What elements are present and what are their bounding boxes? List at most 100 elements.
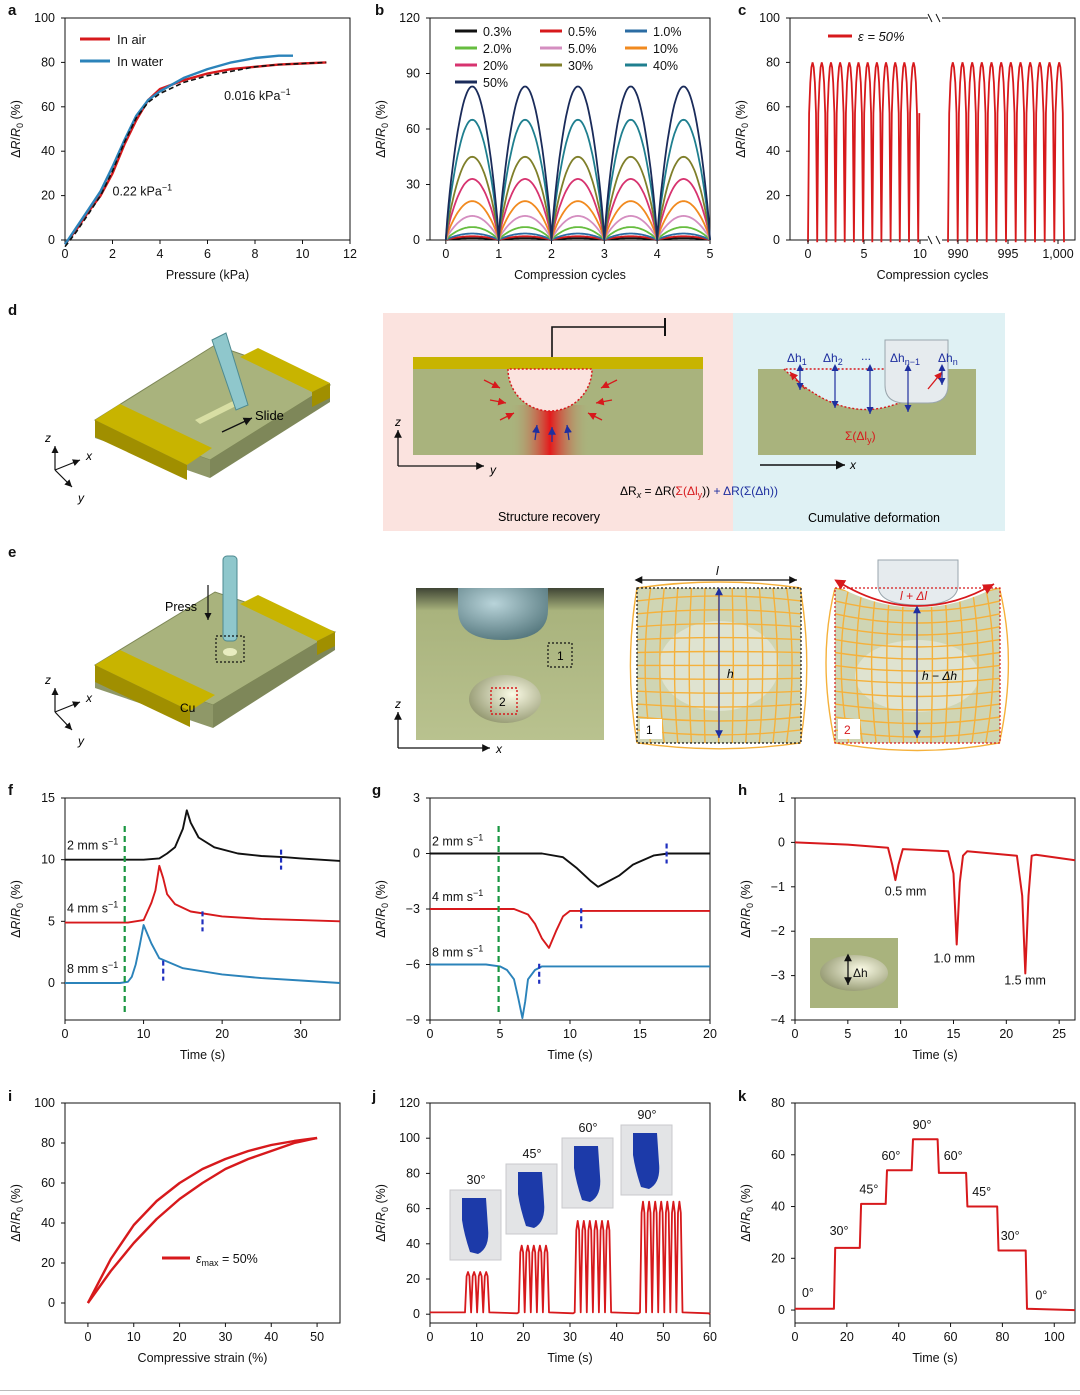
y-tick-label-f: 5 — [48, 914, 55, 928]
axis-break-mark — [927, 13, 933, 23]
x-tick-label-h: 5 — [844, 1027, 851, 1041]
y-tick-label-c: 20 — [766, 189, 780, 203]
grid1-vline — [799, 587, 808, 744]
plot-frame-h — [794, 797, 1076, 1021]
series-label-g: 8 mm s−1 — [432, 944, 483, 960]
grid2-tag — [838, 719, 860, 739]
y-tick-label-j: 0 — [413, 1307, 420, 1321]
axis-y2: y — [489, 463, 497, 477]
y-axis-title-i-part: / — [9, 1221, 23, 1225]
panel-letter-i: i — [8, 1088, 13, 1105]
y-axis-title-h-part: R — [739, 908, 753, 917]
axes-triad-d — [51, 446, 81, 488]
press-label: Press — [165, 600, 197, 614]
legend-label-b: 5.0% — [568, 42, 597, 56]
schematic-d: Slide z x y — [44, 313, 1005, 531]
axis-x-e2: x — [495, 742, 503, 756]
annotation-k: 0° — [1035, 1289, 1047, 1303]
grid1-vline — [785, 587, 793, 744]
up-arrows — [532, 424, 572, 442]
grid1-vline — [731, 587, 734, 744]
y-axis-title-k-part: Δ — [739, 1234, 753, 1242]
grid2-hdh-label: h − Δh — [922, 669, 957, 683]
x-tick-label-a: 4 — [157, 247, 164, 261]
electrode-left-front — [95, 420, 187, 480]
recovery-arrows — [483, 379, 618, 421]
y-axis-title-j-part: R — [374, 1212, 388, 1221]
x-tick-label-k: 20 — [840, 1330, 854, 1344]
dh-arrows — [796, 364, 946, 414]
electrode-left-front-e — [95, 665, 190, 727]
y-tick-label-f: 0 — [48, 976, 55, 990]
legend-label-i: εmax = 50% — [196, 1252, 258, 1268]
glove-j — [574, 1146, 601, 1202]
x-tick-label-i: 0 — [84, 1330, 91, 1344]
y-tick-label-i: 80 — [41, 1136, 55, 1150]
y-axis-label-f: ΔR/R0 (%) — [9, 880, 25, 938]
axis-z-e: z — [44, 673, 51, 687]
y-axis-title-g: ΔR/R0 (%) — [374, 880, 390, 938]
y-tick-label-h: −4 — [771, 1013, 785, 1027]
y-tick-label-b: 90 — [406, 67, 420, 81]
circuit-wire — [551, 326, 665, 357]
y-tick-label-k: 80 — [771, 1096, 785, 1110]
y-axis-title-a-part: (%) — [9, 100, 23, 123]
y-tick-label-g: 3 — [413, 791, 420, 805]
series-line-a-2 — [64, 61, 327, 248]
x-axis-label-f: Time (s) — [180, 1048, 225, 1062]
x-tick-label-c: 1,000 — [1042, 247, 1073, 261]
grid2-vline — [870, 587, 877, 744]
y-axis-title-c-part: R — [734, 141, 748, 150]
series-label-g-part: −1 — [473, 833, 483, 843]
panel-letter-d: d — [8, 302, 18, 319]
axis-break-mark — [935, 13, 941, 23]
series-line-g-1 — [430, 908, 710, 949]
electrode-right-front — [312, 383, 330, 407]
render-dent — [469, 675, 541, 723]
y-axis-title-j-part: Δ — [374, 1234, 388, 1242]
grid1-l-label: l — [716, 564, 719, 578]
y-axis-title-b-part: / — [374, 137, 388, 141]
y-tick-label-c: 100 — [759, 11, 780, 25]
grid2-vline — [971, 587, 979, 744]
y-tick-label-c: 80 — [766, 55, 780, 69]
annotation-h: 1.0 mm — [933, 951, 975, 965]
y-tick-label-j: 20 — [406, 1272, 420, 1286]
grid1-vline — [758, 587, 764, 744]
y-tick-label-a: 20 — [41, 189, 55, 203]
y-tick-label-k: 60 — [771, 1148, 785, 1162]
electrode-right — [240, 348, 330, 392]
electrode-right-front-e — [317, 632, 335, 655]
y-tick-label-a: 60 — [41, 100, 55, 114]
y-tick-label-i: 0 — [48, 1296, 55, 1310]
x-tick-label-h: 10 — [894, 1027, 908, 1041]
y-tick-label-i: 60 — [41, 1176, 55, 1190]
x-tick-label-j: 20 — [516, 1330, 530, 1344]
series-label-f-part: −1 — [108, 900, 118, 910]
series-line-c-left — [807, 62, 921, 243]
series-line-g-2 — [430, 963, 710, 1020]
grid2-vline — [985, 587, 994, 744]
series-line-b-8 — [444, 118, 711, 241]
series-label-g-part: 4 mm s — [432, 890, 473, 904]
dhn1-label: Δhn−1 — [890, 351, 920, 367]
annotation-h: 1.5 mm — [1004, 973, 1046, 987]
x-tick-label-b: 2 — [548, 247, 555, 261]
x-tick-label-b: 4 — [654, 247, 661, 261]
annotation-a: 0.22 kPa−1 — [113, 183, 173, 199]
electrode-left-e — [95, 650, 215, 711]
panel-letter-a: a — [8, 2, 17, 19]
x-axis-label-g: Time (s) — [547, 1048, 592, 1062]
y-axis-title-k-part: / — [739, 1221, 753, 1225]
y-axis-label-b: ΔR/R0 (%) — [374, 100, 390, 158]
x-axis-label-k: Time (s) — [912, 1351, 957, 1365]
y-tick-label-h: −1 — [771, 880, 785, 894]
y-axis-title-a-part: R — [9, 141, 23, 150]
series-line-i-0 — [86, 1136, 318, 1304]
x-tick-label-a: 8 — [252, 247, 259, 261]
annotation-k: 45° — [972, 1185, 991, 1199]
series-label-f-part: −1 — [108, 837, 118, 847]
x-tick-label-j: 10 — [470, 1330, 484, 1344]
group-label-j: 45° — [523, 1147, 542, 1161]
y-tick-label-g: 0 — [413, 847, 420, 861]
